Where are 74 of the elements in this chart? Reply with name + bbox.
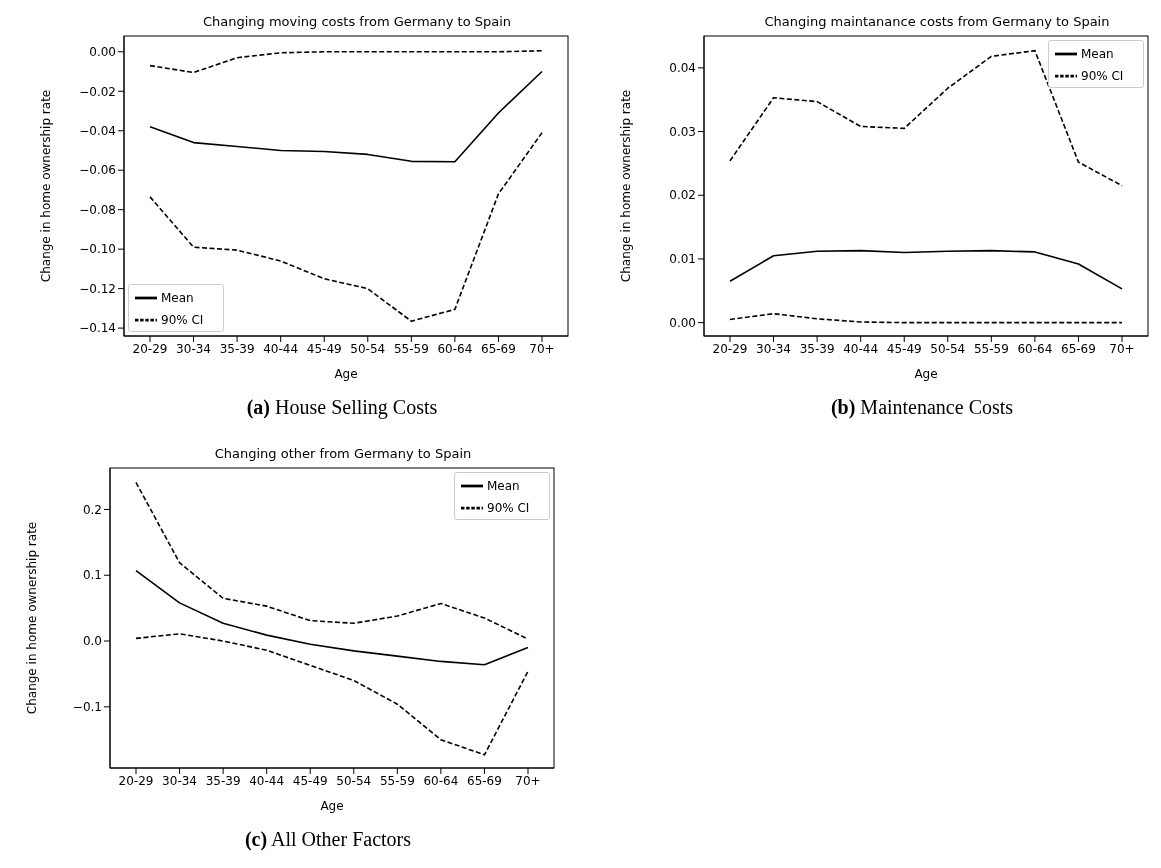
y-tick-label: −0.04: [79, 124, 116, 138]
y-tick-label: −0.1: [72, 700, 102, 715]
legend-label: Mean: [161, 290, 194, 305]
y-tick-label: −0.12: [79, 281, 116, 296]
x-tick-label: 30-34: [176, 341, 211, 356]
x-tick-label: 65-69: [1061, 341, 1096, 356]
x-tick-label: 40-44: [249, 773, 285, 788]
x-tick-label: 35-39: [799, 341, 835, 356]
legend-label: 90% CI: [161, 312, 204, 327]
x-tick-label: 20-29: [712, 341, 748, 356]
y-tick-label: 0.2: [82, 502, 102, 517]
line-series: [729, 249, 1123, 290]
text: (c) All Other Factors: [243, 828, 413, 851]
x-tick-label: 65-69: [467, 773, 502, 788]
chart-title: Changing other from Germany to Spain: [213, 446, 473, 461]
chart-title: Changing maintanance costs from Germany to Spain: [763, 14, 1111, 29]
y-axis-title: Change in home ownership rate: [619, 89, 634, 283]
y-tick-label: −0.06: [79, 163, 116, 178]
x-tick-label: 50-54: [336, 773, 372, 788]
y-axis-title: Change in home ownership rate: [39, 89, 54, 283]
x-tick-label: 55-59: [973, 341, 1009, 356]
text: (a) House Selling Costs: [245, 396, 439, 419]
x-axis-title: Age: [914, 367, 938, 381]
x-tick-label: 50-54: [350, 341, 386, 356]
y-tick-label: −0.10: [79, 242, 116, 257]
x-tick-label: 55-59: [393, 341, 429, 356]
line-series: [729, 312, 1123, 324]
chart-title: Changing moving costs from Germany to Spain: [201, 14, 513, 29]
y-tick-label: 0.04: [669, 61, 696, 76]
x-tick-label: 70+: [515, 773, 541, 788]
x-tick-label: 40-44: [263, 341, 299, 356]
line-series: [149, 131, 543, 322]
legend-label: Mean: [487, 478, 520, 493]
y-tick-label: −0.02: [79, 84, 116, 99]
x-tick-label: 35-39: [205, 773, 241, 788]
line-series: [135, 632, 529, 756]
x-tick-label: 70+: [529, 341, 555, 356]
x-tick-label: 45-49: [292, 773, 328, 788]
legend-label: 90% CI: [1081, 68, 1124, 83]
line-series: [135, 569, 529, 666]
text: (b) Maintenance Costs: [829, 396, 1015, 419]
x-tick-label: 70+: [1109, 341, 1135, 356]
y-axis-title: Change in home ownership rate: [25, 521, 40, 715]
y-tick-label: 0.1: [82, 568, 102, 583]
x-tick-label: 20-29: [132, 341, 168, 356]
y-tick-label: 0.03: [669, 124, 696, 139]
x-tick-label: 60-64: [1017, 341, 1053, 356]
y-tick-label: 0.02: [669, 188, 696, 203]
legend-label: Mean: [1081, 46, 1114, 61]
x-tick-label: 60-64: [437, 341, 473, 356]
x-tick-label: 45-49: [886, 341, 922, 356]
x-tick-label: 50-54: [930, 341, 966, 356]
x-tick-label: 30-34: [162, 773, 197, 788]
x-tick-label: 65-69: [481, 341, 516, 356]
y-tick-label: −0.14: [79, 321, 116, 336]
x-tick-label: 30-34: [756, 341, 791, 356]
y-tick-label: 0.00: [669, 315, 696, 330]
x-tick-label: 45-49: [306, 341, 342, 356]
legend-label: 90% CI: [487, 500, 530, 515]
x-tick-label: 20-29: [118, 773, 154, 788]
line-series: [729, 49, 1123, 187]
x-tick-label: 60-64: [423, 773, 459, 788]
y-tick-label: 0.01: [669, 252, 696, 267]
line-series: [135, 481, 529, 640]
x-axis-title: Age: [320, 799, 344, 813]
x-tick-label: 55-59: [379, 773, 415, 788]
x-tick-label: 35-39: [219, 341, 255, 356]
y-tick-label: 0.0: [82, 634, 102, 649]
line-series: [149, 70, 543, 163]
line-series: [149, 50, 543, 74]
y-tick-label: 0.00: [89, 45, 116, 60]
y-tick-label: −0.08: [79, 202, 116, 217]
x-tick-label: 40-44: [843, 341, 879, 356]
x-axis-title: Age: [334, 367, 358, 381]
